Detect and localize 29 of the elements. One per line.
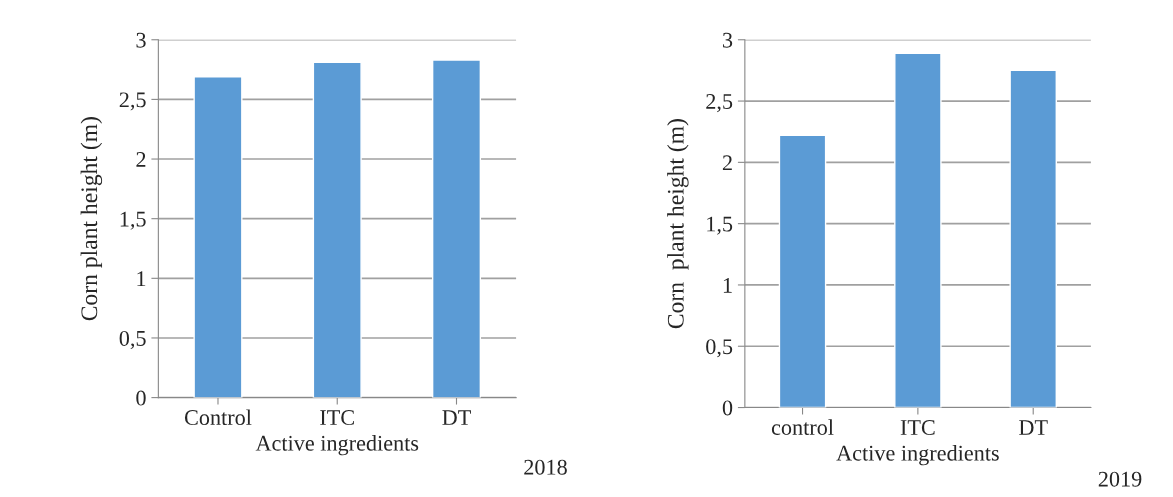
bar [1009,69,1057,408]
y-tick-label: 0,5 [119,330,146,350]
y-tick-label: 2 [722,155,732,171]
y-tick-label: 2 [136,152,146,167]
text: 2019 [1098,471,1142,487]
x-tick-label: control [771,419,834,435]
y-tick-label: 3 [136,32,146,48]
y-tick-label: 1 [723,277,732,293]
y-tick-label: 1,5 [707,216,733,235]
x-axis-title: Active ingredients [836,445,999,466]
y-tick-label: 1 [137,271,146,287]
y-tick-label: 2,5 [706,94,733,113]
y-tick-label: 2,5 [119,92,146,111]
y-tick-label: 0 [136,390,146,406]
y-axis-title: Corn plant height (m) [80,117,103,321]
x-tick-label: DT [442,410,471,425]
x-tick-label: ITC [900,420,935,435]
y-tick-label: 3 [723,32,733,48]
x-axis-title: Active ingredients [255,435,419,456]
y-tick-label: 0,5 [706,339,733,358]
x-tick-label: Control [184,409,252,426]
y-tick-label: 0 [722,400,733,416]
x-tick-label: ITC [320,410,354,426]
x-tick-label: DT [1019,420,1048,435]
bar [778,134,827,408]
text: 2018 [524,459,567,475]
y-axis-title: Corn plant height (m) [667,119,689,329]
y-tick-label: 1,5 [120,211,146,230]
bar [894,52,942,408]
